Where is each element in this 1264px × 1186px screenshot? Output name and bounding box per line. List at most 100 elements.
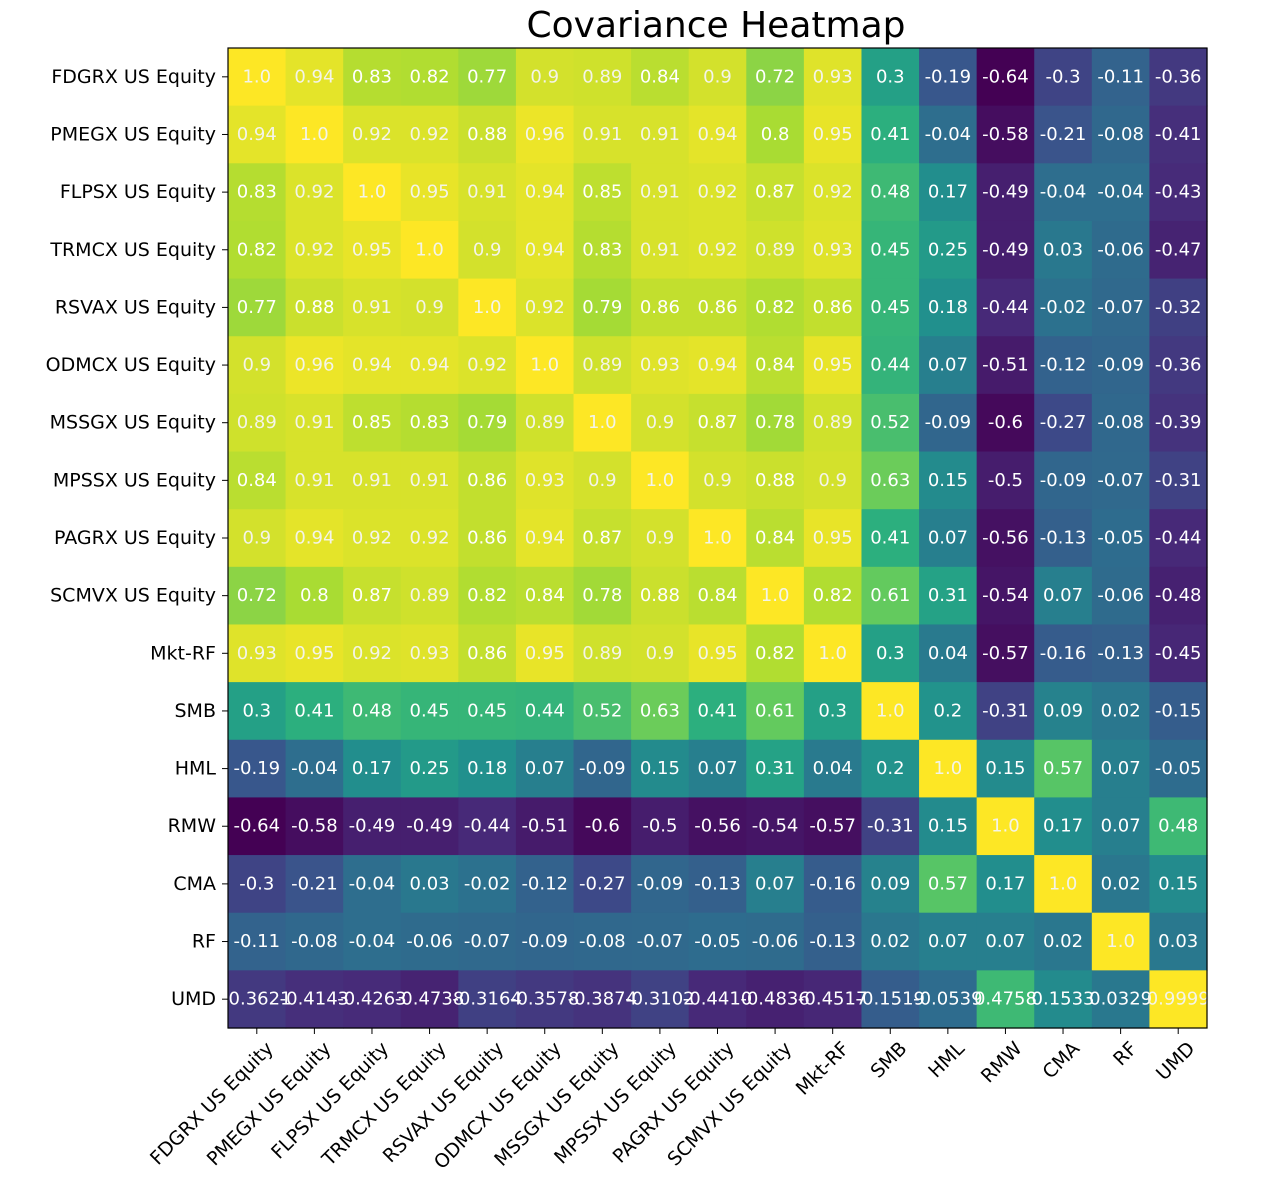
cell-value-label: -0.6 bbox=[585, 816, 620, 837]
heatmap-cell bbox=[458, 278, 517, 337]
cell-value-label: -0.54 bbox=[982, 585, 1029, 606]
heatmap-cell bbox=[228, 336, 287, 395]
heatmap-cell bbox=[688, 739, 747, 799]
cell-value-label: -0.09 bbox=[1097, 355, 1144, 376]
cell-value-label: -0.4738 bbox=[395, 989, 464, 1010]
cell-value-label: 0.17 bbox=[1043, 816, 1083, 837]
cell-value-label: 0.82 bbox=[755, 297, 795, 318]
cell-value-label: 0.45 bbox=[870, 297, 910, 318]
heatmap-cell bbox=[1149, 509, 1208, 568]
heatmap-cell bbox=[976, 220, 1035, 280]
cell-value-label: 0.9999 bbox=[1147, 989, 1210, 1010]
cell-value-label: 0.48 bbox=[1158, 816, 1198, 837]
cell-value-label: 0.07 bbox=[1101, 758, 1141, 779]
cell-value-label: 0.3 bbox=[242, 700, 271, 721]
cell-value-label: 0.84 bbox=[237, 470, 277, 491]
cell-value-label: -0.3621 bbox=[222, 989, 291, 1010]
x-tick-label: UMD bbox=[1152, 1038, 1199, 1085]
cell-value-label: -0.5 bbox=[988, 470, 1023, 491]
cell-value-label: -0.31 bbox=[867, 816, 914, 837]
cell-value-label: 0.86 bbox=[467, 528, 507, 549]
cell-value-label: 0.92 bbox=[294, 182, 334, 203]
y-tick-label: HML bbox=[175, 758, 217, 780]
heatmap-cell bbox=[688, 220, 747, 280]
cell-value-label: 0.41 bbox=[870, 528, 910, 549]
y-tick-label: RMW bbox=[168, 815, 217, 837]
heatmap-cell bbox=[285, 336, 344, 395]
heatmap-cell bbox=[1034, 163, 1093, 222]
heatmap-cell bbox=[285, 797, 344, 856]
heatmap-cell bbox=[285, 278, 344, 337]
heatmap-cell bbox=[400, 912, 459, 971]
cell-value-label: -0.44 bbox=[982, 297, 1029, 318]
x-tick-label: CMA bbox=[1038, 1038, 1084, 1084]
heatmap-cell bbox=[1149, 451, 1208, 510]
cell-value-label: 0.94 bbox=[525, 182, 565, 203]
heatmap-cell bbox=[1034, 566, 1093, 626]
cell-value-label: -0.13 bbox=[694, 873, 741, 894]
y-tick-label: TRMCX US Equity bbox=[49, 239, 216, 261]
cell-value-label: 0.94 bbox=[697, 124, 737, 145]
heatmap-cell bbox=[631, 624, 690, 683]
cell-value-label: 0.9 bbox=[646, 412, 675, 433]
cell-value-label: 0.18 bbox=[928, 297, 968, 318]
cell-value-label: -0.06 bbox=[1097, 239, 1144, 260]
cell-value-label: 0.02 bbox=[1101, 700, 1141, 721]
cell-value-label: -0.3578 bbox=[510, 989, 579, 1010]
cell-value-label: -0.58 bbox=[291, 816, 338, 837]
heatmap-cell bbox=[1149, 855, 1208, 914]
cell-value-label: -0.21 bbox=[291, 873, 338, 894]
cell-value-label: 0.86 bbox=[813, 297, 853, 318]
heatmap-cell bbox=[285, 855, 344, 914]
cell-value-label: 0.84 bbox=[640, 66, 680, 87]
heatmap-cell bbox=[458, 451, 517, 510]
cell-value-label: -0.3164 bbox=[452, 989, 521, 1010]
heatmap-cell bbox=[573, 220, 632, 280]
heatmap-cell bbox=[228, 739, 287, 799]
cell-value-label: 0.92 bbox=[813, 182, 853, 203]
cell-value-label: 0.84 bbox=[755, 355, 795, 376]
heatmap-cell bbox=[631, 336, 690, 395]
cell-value-label: -0.06 bbox=[1097, 585, 1144, 606]
heatmap-cell bbox=[285, 220, 344, 280]
cell-value-label: -0.4263 bbox=[337, 989, 406, 1010]
heatmap-cell bbox=[285, 739, 344, 799]
x-tick-label: RMW bbox=[977, 1037, 1027, 1087]
heatmap-cell bbox=[1034, 797, 1093, 856]
heatmap-cell bbox=[861, 970, 920, 1029]
heatmap-cell bbox=[746, 336, 805, 395]
heatmap-cell bbox=[803, 220, 863, 280]
cell-value-label: -0.51 bbox=[521, 816, 568, 837]
cell-value-label: 0.94 bbox=[294, 66, 334, 87]
cell-value-label: 0.92 bbox=[525, 297, 565, 318]
cell-value-label: 0.15 bbox=[928, 470, 968, 491]
cell-value-label: 0.92 bbox=[294, 239, 334, 260]
heatmap-cell bbox=[919, 566, 978, 626]
cell-value-label: 0.94 bbox=[697, 355, 737, 376]
heatmap-cell bbox=[919, 739, 978, 799]
heatmap-cell bbox=[343, 105, 402, 164]
cell-value-label: 0.89 bbox=[582, 66, 622, 87]
y-tick-label: MSSGX US Equity bbox=[50, 412, 216, 434]
cell-value-label: 0.45 bbox=[410, 700, 450, 721]
heatmap-cell bbox=[228, 163, 287, 222]
heatmap-cell bbox=[573, 739, 632, 799]
heatmap-cell bbox=[631, 739, 690, 799]
cell-value-label: 0.45 bbox=[467, 700, 507, 721]
heatmap-cell bbox=[1034, 393, 1093, 453]
heatmap-cell bbox=[343, 855, 402, 914]
cell-value-label: 0.17 bbox=[985, 873, 1025, 894]
heatmap-cell bbox=[515, 624, 575, 683]
heatmap-cell bbox=[1091, 48, 1151, 107]
heatmap-cell bbox=[976, 970, 1035, 1029]
heatmap-cell bbox=[976, 739, 1035, 799]
heatmap-cell bbox=[1091, 566, 1151, 626]
heatmap-cell bbox=[976, 566, 1035, 626]
heatmap-cell bbox=[343, 509, 402, 568]
cell-value-label: 0.07 bbox=[928, 931, 968, 952]
cell-value-label: -0.04 bbox=[349, 873, 396, 894]
heatmap-cell bbox=[343, 278, 402, 337]
cell-value-label: 1.0 bbox=[300, 124, 329, 145]
heatmap-cell bbox=[631, 566, 690, 626]
